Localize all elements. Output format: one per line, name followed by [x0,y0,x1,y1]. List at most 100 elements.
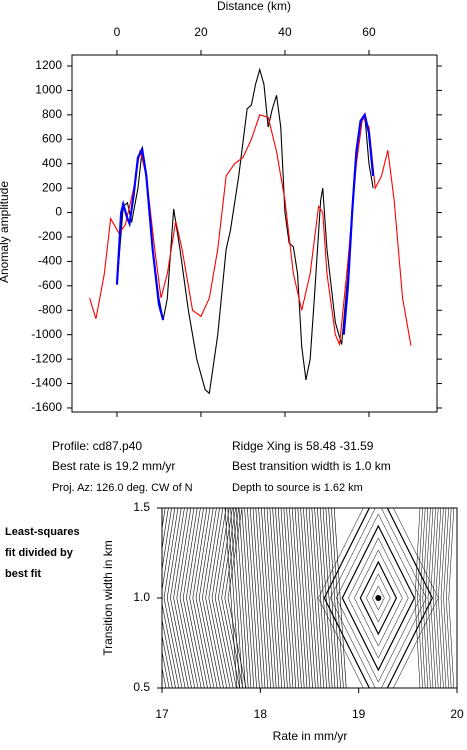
x-tick-label: 17 [155,707,169,721]
contour-line [195,508,215,688]
contour-line [186,508,205,688]
contour-line [330,508,427,688]
contour-line [443,508,449,688]
contour-line [244,508,257,688]
contour-line [323,508,434,688]
contour-line [425,508,431,688]
contour-line [427,508,434,688]
contour-line [202,508,221,688]
contour-line [162,508,173,688]
contour-line [448,508,455,688]
contour-line [294,508,308,688]
contour-line [249,508,263,688]
contour-line [419,508,426,688]
contour-line [333,508,347,688]
note: best fit [5,568,41,580]
contour-line [192,508,212,688]
contour-line [238,508,252,688]
contour-line [214,508,234,688]
contour-line [235,508,249,688]
contour-line [272,508,285,688]
contour-line [311,508,325,688]
contour-line [218,508,237,688]
contour-line [241,508,255,688]
contour-line [230,508,243,688]
contour-line [283,508,297,688]
y-tick-label: 1.0 [133,590,150,604]
contour-line [258,508,271,688]
contour-line [297,508,311,688]
x-tick-label: 40 [278,25,292,39]
note: fit divided by [5,547,74,559]
x-tick-label: 0 [114,25,121,39]
contour-line [430,508,436,688]
contour-line [318,508,439,688]
contour-line [435,508,442,688]
contour-line [163,508,183,688]
y-tick-label: 800 [42,107,62,121]
contours [162,508,455,688]
contour-line [162,508,170,688]
y-tick-label: 200 [42,180,62,194]
x-tick-label: 18 [254,707,268,721]
y-tick-label: 1000 [35,83,62,97]
contour-line [322,508,336,688]
x-axis-title: Distance (km) [217,0,291,13]
contour-line [325,508,339,688]
contour-line [233,508,246,688]
contour-line [162,508,180,688]
contour-line [176,508,196,688]
x-tick-label: 20 [194,25,208,39]
contour-line [438,508,444,688]
y-tick-label: 0.5 [133,680,150,694]
info-text: Profile: cd87.p40 [52,439,142,453]
x-axis-title: Rate in mm/yr [273,729,348,743]
contour-line [182,508,202,688]
contour-line [328,508,341,688]
contour-line [300,508,313,688]
contour-line [247,508,260,688]
contour-line [224,508,244,688]
contour-line [417,508,423,688]
contour-line [252,508,266,688]
contour-line [221,508,240,688]
contour-line [341,524,416,672]
y-tick-label: -1600 [31,400,62,414]
y-tick-label: -800 [38,302,62,316]
contour-line [205,508,224,688]
contour-line [170,508,189,688]
contour-line [277,508,291,688]
data-line [89,114,412,347]
y-tick-label: 0 [55,205,62,219]
y-tick-label: 1.5 [133,500,150,514]
contour-line [166,508,186,688]
contour-line [303,508,316,688]
contour-line [440,508,447,688]
contour-line [331,508,344,688]
y-tick-label: -1200 [31,351,62,365]
contour-line [366,573,391,623]
contour-line [211,508,231,688]
info-text: Best transition width is 1.0 km [232,459,391,473]
contour-line [280,508,294,688]
contour-line [266,508,280,688]
contour-line [372,585,385,611]
y-tick-label: 600 [42,131,62,145]
contour-line [275,508,288,688]
y-axis-title: Transition width in km [101,540,115,656]
contour-line [354,549,403,647]
contour-line [432,508,439,688]
info-text: Depth to source is 1.62 km [232,482,363,494]
contour-line [305,508,319,688]
y-tick-label: -1000 [31,327,62,341]
contour-line [317,508,330,688]
contour-line [173,508,192,688]
info-text: Ridge Xing is 58.48 -31.59 [232,439,374,453]
y-tick-label: -600 [38,278,62,292]
contour-line [198,508,218,688]
plot-frame [71,54,438,413]
y-tick-label: 400 [42,156,62,170]
contour-line [414,508,421,688]
